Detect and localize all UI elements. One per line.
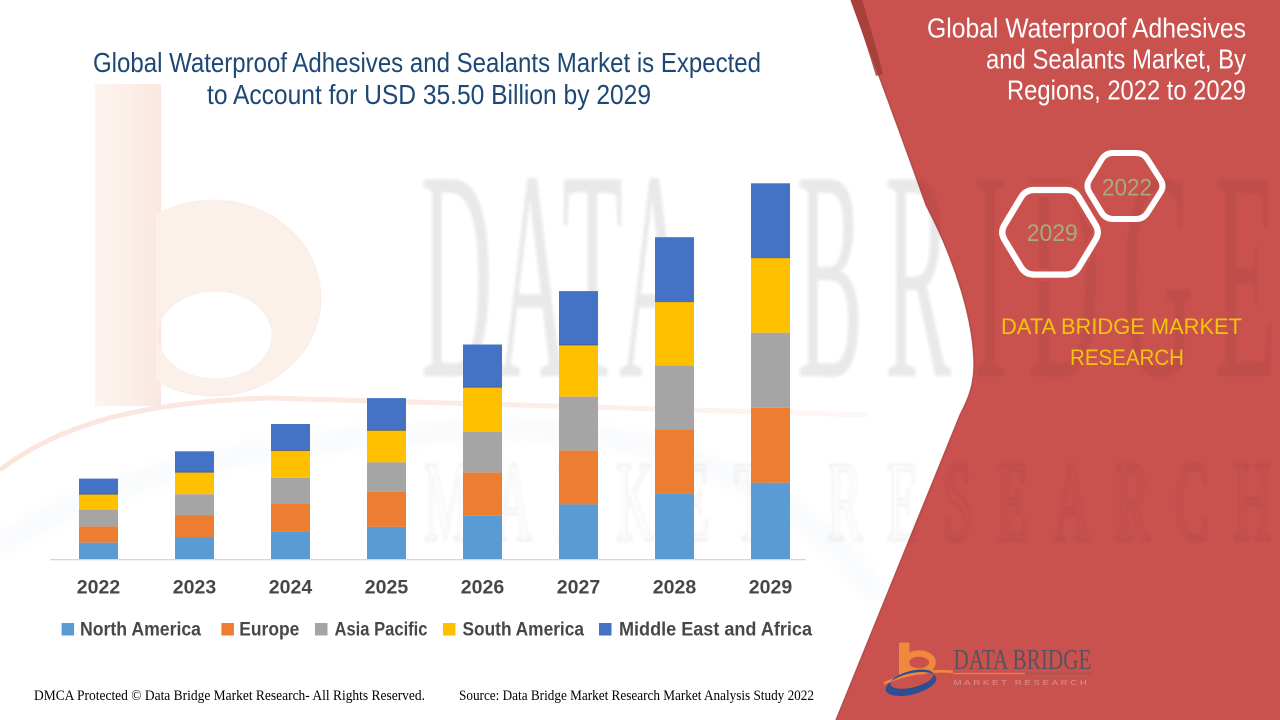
svg-text:MARKET RESEARCH: MARKET RESEARCH — [954, 678, 1090, 687]
svg-text:Global Waterproof Adhesives an: Global Waterproof Adhesives and Sealants… — [93, 47, 761, 78]
svg-text:2026: 2026 — [461, 577, 505, 599]
svg-text:2022: 2022 — [1102, 175, 1152, 202]
svg-text:2028: 2028 — [653, 577, 697, 599]
svg-text:Asia Pacific: Asia Pacific — [335, 620, 428, 641]
svg-text:DATA: DATA — [421, 110, 696, 442]
svg-text:and Sealants Market, By: and Sealants Market, By — [986, 44, 1246, 75]
svg-text:DATA BRIDGE: DATA BRIDGE — [954, 644, 1092, 676]
svg-text:Europe: Europe — [239, 620, 299, 641]
svg-text:2029: 2029 — [749, 577, 793, 599]
svg-text:2023: 2023 — [173, 577, 217, 599]
svg-text:North America: North America — [80, 620, 201, 641]
svg-text:DATA BRIDGE MARKET: DATA BRIDGE MARKET — [1001, 314, 1242, 339]
svg-text:Middle East and Africa: Middle East and Africa — [619, 620, 812, 641]
svg-text:South America: South America — [463, 620, 585, 641]
svg-text:Source: Data Bridge Market Res: Source: Data Bridge Market Research Mark… — [459, 688, 814, 704]
svg-text:2025: 2025 — [365, 577, 409, 599]
svg-text:2029: 2029 — [1027, 220, 1078, 247]
svg-text:2024: 2024 — [269, 577, 313, 599]
svg-text:Regions, 2022 to 2029: Regions, 2022 to 2029 — [1007, 75, 1246, 106]
svg-text:to Account for USD 35.50 Billi: to Account for USD 35.50 Billion by 2029 — [207, 79, 651, 110]
svg-text:DMCA Protected © Data Bridge M: DMCA Protected © Data Bridge Market Rese… — [34, 688, 425, 704]
svg-text:2022: 2022 — [77, 577, 121, 599]
svg-text:Global Waterproof Adhesives: Global Waterproof Adhesives — [927, 13, 1246, 44]
svg-text:RESEARCH: RESEARCH — [1070, 345, 1184, 370]
svg-text:2027: 2027 — [557, 577, 600, 599]
